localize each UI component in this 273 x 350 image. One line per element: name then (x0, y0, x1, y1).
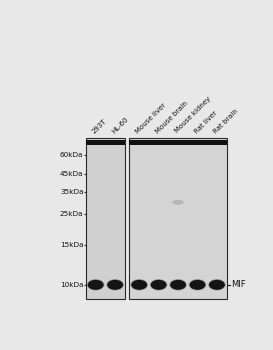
Text: 10kDa: 10kDa (60, 282, 84, 288)
Ellipse shape (169, 279, 187, 290)
Text: MIF: MIF (231, 280, 246, 289)
Ellipse shape (106, 279, 124, 290)
Ellipse shape (209, 280, 225, 290)
Text: 25kDa: 25kDa (60, 211, 84, 217)
Text: 60kDa: 60kDa (60, 152, 84, 158)
Text: 35kDa: 35kDa (60, 189, 84, 195)
Ellipse shape (87, 279, 105, 290)
Ellipse shape (150, 279, 167, 290)
Text: 293T: 293T (91, 118, 108, 134)
Ellipse shape (151, 280, 167, 290)
Ellipse shape (131, 280, 147, 290)
Ellipse shape (107, 280, 123, 290)
Text: Rat liver: Rat liver (193, 110, 218, 134)
Text: 15kDa: 15kDa (60, 242, 84, 248)
Ellipse shape (189, 279, 206, 290)
Text: Mouse liver: Mouse liver (135, 102, 168, 134)
Text: HL-60: HL-60 (111, 116, 130, 134)
Bar (86, 140, 125, 145)
Ellipse shape (88, 280, 104, 290)
Text: Mouse kidney: Mouse kidney (174, 96, 212, 134)
Ellipse shape (170, 280, 186, 290)
Bar (129, 138, 227, 299)
Text: 45kDa: 45kDa (60, 171, 84, 177)
Text: Rat brain: Rat brain (213, 108, 239, 134)
Ellipse shape (189, 280, 206, 290)
Bar (86, 138, 125, 299)
Ellipse shape (208, 279, 226, 290)
Ellipse shape (172, 200, 184, 205)
Text: Mouse brain: Mouse brain (155, 100, 189, 134)
Bar (129, 140, 227, 145)
Ellipse shape (130, 279, 148, 290)
